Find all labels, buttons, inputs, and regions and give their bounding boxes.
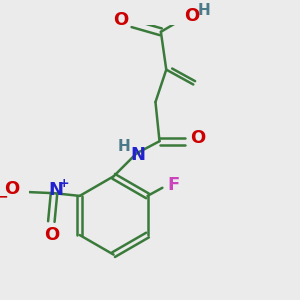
Text: O: O [44, 226, 59, 244]
Text: N: N [130, 146, 146, 164]
Text: H: H [118, 139, 131, 154]
Text: O: O [184, 7, 200, 25]
Text: +: + [58, 177, 69, 190]
Text: −: − [0, 189, 8, 203]
Text: H: H [198, 3, 211, 18]
Text: O: O [4, 180, 20, 198]
Text: O: O [113, 11, 128, 29]
Text: N: N [48, 182, 63, 200]
Text: F: F [167, 176, 179, 194]
Text: O: O [190, 130, 205, 148]
